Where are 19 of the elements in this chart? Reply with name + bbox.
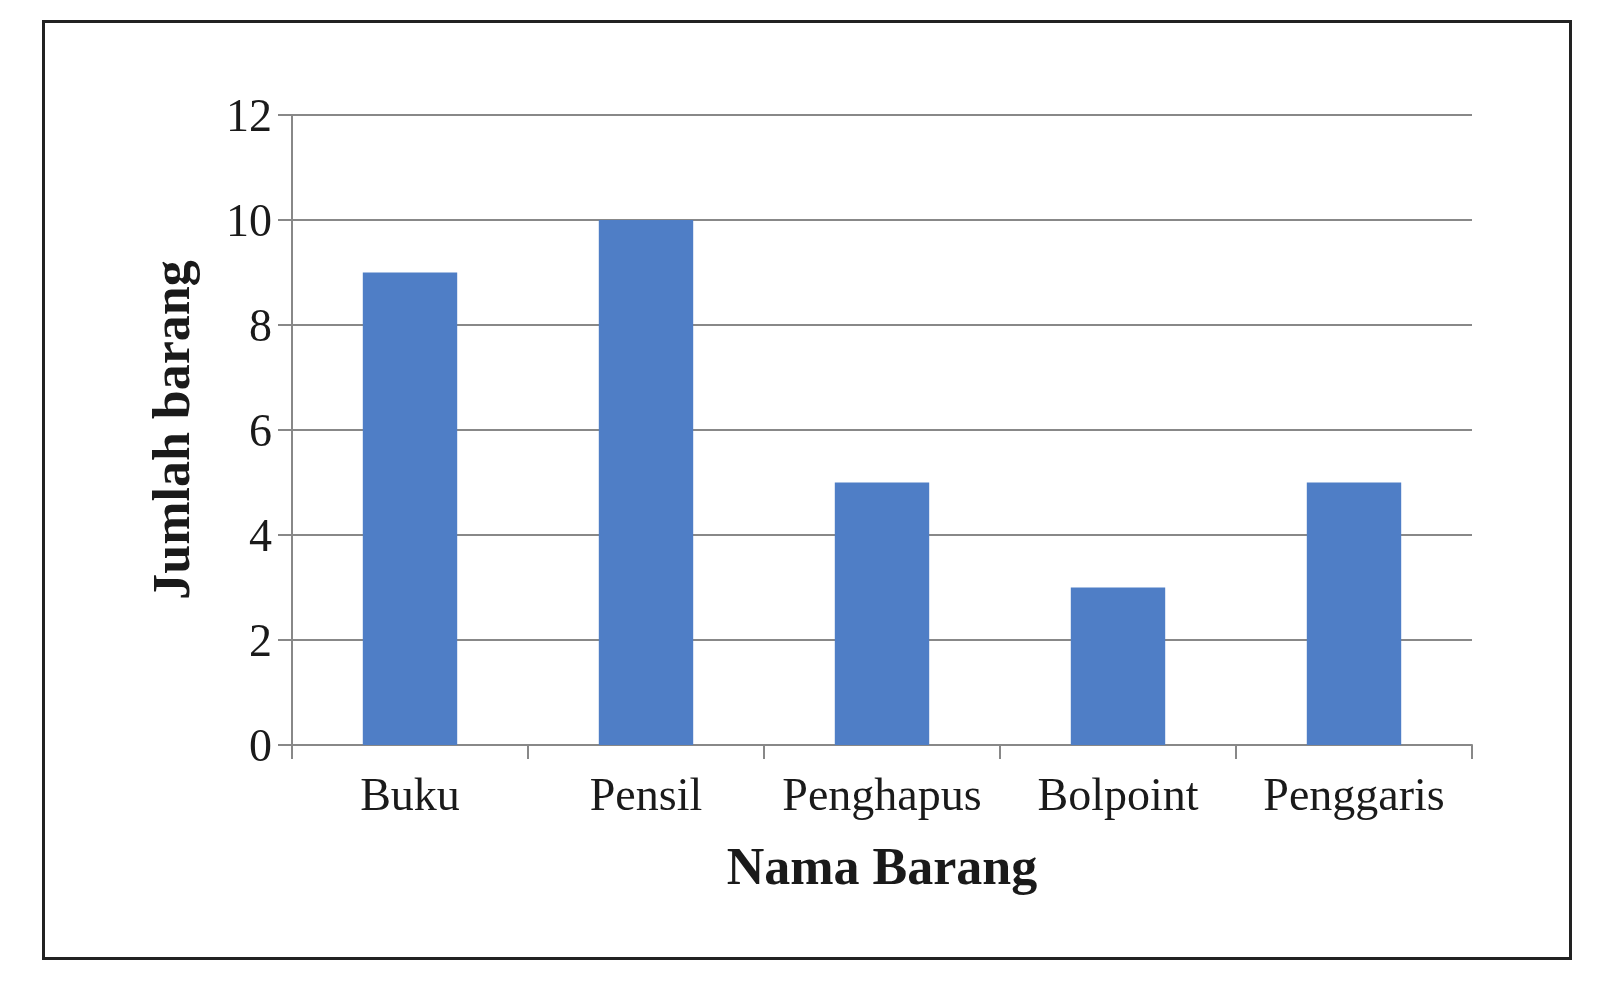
y-tick-label: 0	[249, 719, 272, 771]
x-axis-title: Nama Barang	[726, 837, 1038, 895]
bar	[834, 482, 930, 745]
y-tick-label: 6	[249, 404, 272, 456]
bar	[1306, 482, 1402, 745]
y-tick-label: 12	[226, 89, 272, 141]
x-tick-label: Penggaris	[1263, 768, 1445, 820]
bar	[1070, 587, 1166, 745]
x-tick-label: Buku	[360, 768, 460, 820]
x-tick-label: Penghapus	[782, 768, 982, 820]
y-axis-title: Jumlah barang	[142, 260, 200, 600]
bar	[362, 272, 458, 745]
x-tick-label: Bolpoint	[1037, 768, 1199, 820]
y-tick-label: 10	[226, 194, 272, 246]
y-tick-label: 2	[249, 614, 272, 666]
y-tick-label: 8	[249, 299, 272, 351]
bar	[598, 220, 694, 745]
x-tick-label: Pensil	[589, 768, 703, 820]
y-tick-label: 4	[249, 509, 272, 561]
